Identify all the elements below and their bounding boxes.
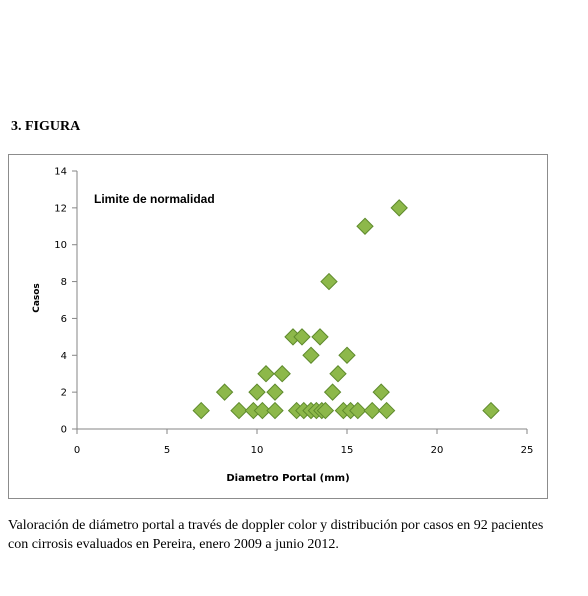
data-point	[293, 328, 311, 346]
y-axis-title: Casos	[32, 283, 42, 313]
data-point	[390, 199, 408, 217]
data-point	[311, 328, 329, 346]
x-tick-label: 25	[521, 445, 534, 456]
y-tick-label: 0	[61, 425, 67, 436]
data-point	[356, 217, 374, 235]
data-point	[320, 272, 338, 291]
data-point	[329, 365, 347, 383]
axes: 0 2 4 6 8 10 12 14 0 5 10 15 20 25	[54, 167, 533, 457]
data-point	[316, 401, 335, 420]
data-point	[349, 401, 367, 420]
data-point	[257, 365, 275, 383]
y-tick-label: 14	[54, 167, 67, 178]
data-point	[192, 401, 210, 420]
data-point	[323, 383, 342, 401]
x-tick-label: 5	[164, 445, 170, 456]
data-point	[230, 401, 248, 420]
x-tick-label: 20	[431, 445, 444, 456]
y-tick-label: 4	[61, 351, 67, 362]
y-tick-label: 10	[54, 240, 67, 251]
data-point	[338, 346, 356, 364]
data-point	[377, 401, 396, 420]
data-point	[302, 346, 320, 364]
normal-limit-annotation: Limite de normalidad	[94, 192, 215, 206]
scatter-chart: 0 2 4 6 8 10 12 14 0 5 10 15 20 25 Limite de normalid…	[32, 167, 533, 485]
y-tick-label: 8	[61, 277, 67, 288]
figure-heading: 3. FIGURA	[11, 119, 81, 134]
x-axis-title: Diametro Portal (mm)	[226, 473, 349, 484]
y-tick-label: 12	[54, 203, 67, 214]
y-tick-label: 6	[61, 314, 67, 325]
data-point	[253, 401, 272, 420]
data-points	[192, 199, 500, 420]
data-point	[266, 401, 284, 420]
x-tick-label: 10	[251, 445, 264, 456]
chart-frame: 0 2 4 6 8 10 12 14 0 5 10 15 20 25 Limite de normalid…	[8, 154, 548, 499]
data-point	[372, 383, 390, 401]
x-tick-label: 0	[74, 445, 80, 456]
data-point	[215, 383, 234, 401]
data-point	[248, 383, 266, 401]
y-tick-label: 2	[61, 388, 67, 399]
data-point	[266, 383, 284, 401]
figure-caption: Valoración de diámetro portal a través d…	[8, 518, 544, 552]
data-point	[482, 401, 500, 420]
data-point	[273, 365, 291, 383]
data-point	[363, 401, 381, 420]
x-tick-label: 15	[341, 445, 354, 456]
